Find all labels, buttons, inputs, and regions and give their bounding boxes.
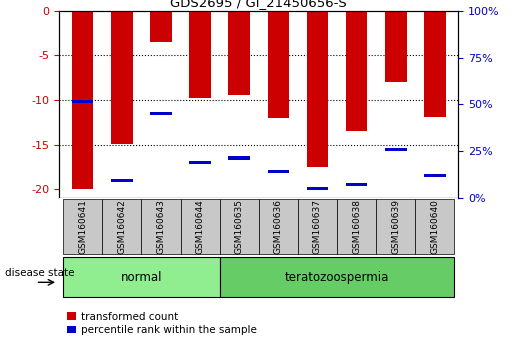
Text: GSM160642: GSM160642 [117, 199, 126, 254]
Text: GSM160637: GSM160637 [313, 199, 322, 254]
Text: GSM160639: GSM160639 [391, 199, 400, 254]
Bar [72, 11, 93, 189]
Text: GSM160635: GSM160635 [235, 199, 244, 254]
Bar [111, 179, 132, 182]
Bar [150, 112, 171, 115]
Bar [63, 257, 220, 297]
Bar [415, 199, 454, 254]
Bar [220, 199, 259, 254]
Bar [259, 199, 298, 254]
Bar [111, 11, 132, 144]
Bar [268, 11, 289, 118]
Bar [307, 187, 328, 190]
Bar [385, 148, 406, 151]
Text: disease state: disease state [5, 268, 75, 279]
Text: GSM160644: GSM160644 [196, 199, 204, 254]
Bar [229, 156, 250, 160]
Bar [229, 11, 250, 96]
Bar [298, 199, 337, 254]
Bar [72, 100, 93, 103]
Bar [307, 11, 328, 167]
Text: teratozoospermia: teratozoospermia [285, 270, 389, 284]
Text: GSM160636: GSM160636 [274, 199, 283, 254]
Bar [424, 11, 445, 117]
Bar [102, 199, 142, 254]
Bar [385, 11, 406, 82]
Legend: transformed count, percentile rank within the sample: transformed count, percentile rank withi… [64, 310, 259, 337]
Bar [337, 199, 376, 254]
Text: GSM160638: GSM160638 [352, 199, 361, 254]
Bar [150, 11, 171, 42]
Bar [63, 199, 102, 254]
Bar [346, 183, 367, 187]
Bar [424, 174, 445, 177]
Bar [190, 11, 211, 98]
Bar [142, 199, 181, 254]
Bar [190, 161, 211, 164]
Text: GSM160643: GSM160643 [157, 199, 165, 254]
Title: GDS2695 / GI_21450656-S: GDS2695 / GI_21450656-S [170, 0, 347, 10]
Bar [181, 199, 220, 254]
Bar [220, 257, 454, 297]
Bar [346, 11, 367, 131]
Bar [376, 199, 415, 254]
Bar [268, 170, 289, 173]
Text: GSM160641: GSM160641 [78, 199, 87, 254]
Text: normal: normal [121, 270, 162, 284]
Text: GSM160640: GSM160640 [431, 199, 439, 254]
